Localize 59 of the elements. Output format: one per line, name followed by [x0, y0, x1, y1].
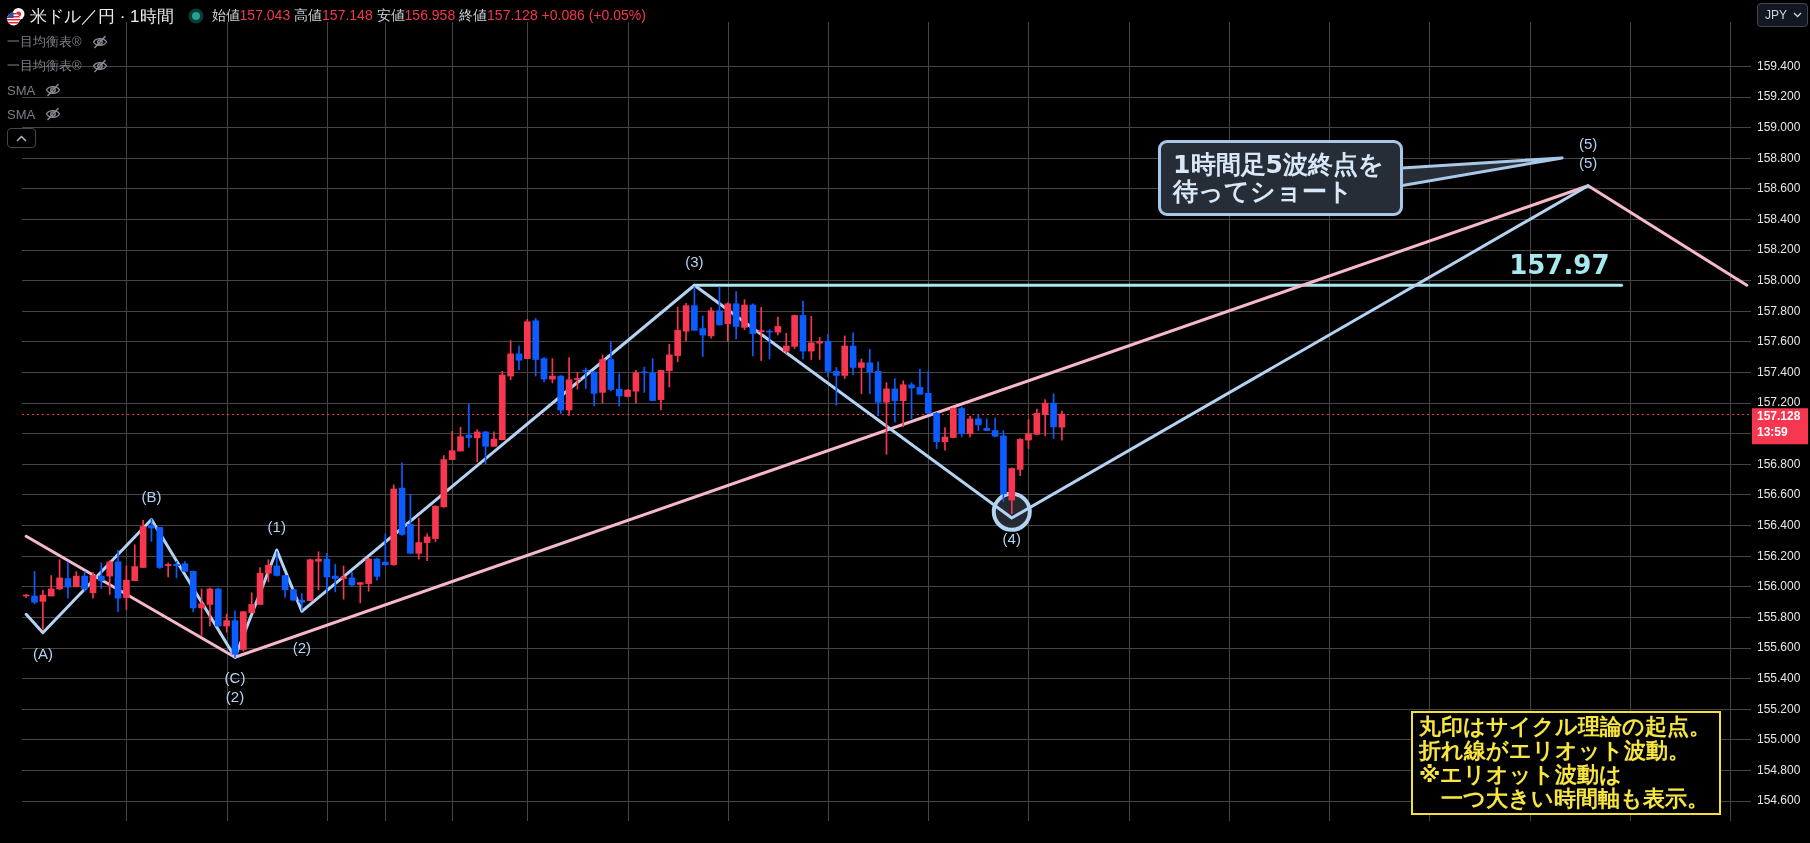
y-tick-label: 155.600 — [1757, 640, 1801, 655]
annotation: ※エリオット波動は — [1419, 762, 1624, 787]
callout-bubble: 1時間足5波終点を待ってショート — [1158, 139, 1404, 216]
ref-line-label: 157.128 13:59 — [1757, 409, 1801, 440]
candlestick — [866, 349, 874, 394]
y-tick-label: 155.800 — [1757, 609, 1801, 624]
dropdown-button: JPY — [1757, 3, 1808, 27]
annotation: (A) — [32, 644, 53, 662]
candlestick — [298, 593, 306, 611]
annotation: (4) — [1002, 530, 1021, 548]
series-label: 157.97 — [1509, 250, 1610, 281]
y-tick-label: 159.200 — [1757, 89, 1801, 104]
y-tick-label: 155.400 — [1757, 670, 1801, 685]
annotation: SMA — [7, 106, 36, 122]
y-tick-label: 156.200 — [1757, 548, 1801, 563]
annotation: (1) — [267, 518, 286, 536]
y-tick-label: 157.600 — [1757, 334, 1801, 349]
annotation: 折れ線がエリオット波動。 — [1419, 738, 1691, 763]
candlestick — [465, 403, 473, 448]
y-tick-label: 157.200 — [1757, 395, 1801, 410]
chart-subtitle: 始値157.043 高値157.148 安値156.958 終値157.128 +0.086 (+0.05%) — [211, 7, 646, 23]
y-tick-label: 157.800 — [1757, 303, 1801, 318]
y-tick-label: 156.800 — [1757, 456, 1801, 471]
candlestick — [473, 429, 481, 463]
annotation: 一つ大きい時間軸も表示。 — [1440, 786, 1710, 811]
y-tick-label: 154.800 — [1757, 762, 1801, 777]
annotation: (B) — [141, 487, 162, 505]
annotation: (2) — [292, 639, 311, 657]
y-tick-label: 158.600 — [1757, 181, 1801, 196]
annotation: 1時間足5波終点を待ってショート — [1173, 149, 1385, 206]
annotation: 一目均衡表® — [7, 33, 82, 51]
candlestick — [582, 367, 590, 389]
y-tick-label: 159.000 — [1757, 119, 1801, 134]
annotation: (5) — [1578, 153, 1598, 171]
chart-title: 米ドル／円 · 1時間 — [30, 5, 174, 28]
y-tick-label: 156.600 — [1757, 487, 1801, 502]
y-tick-label: 154.600 — [1757, 793, 1801, 808]
annotation: (3) — [685, 253, 704, 271]
y-tick-label: 158.800 — [1757, 150, 1801, 165]
y-tick-label: 156.000 — [1757, 579, 1801, 594]
annotation: SMA — [7, 82, 36, 98]
y-tick-label: 157.400 — [1757, 364, 1801, 379]
candlestick — [39, 590, 47, 630]
y-tick-label: 156.400 — [1757, 517, 1801, 532]
candlestick — [757, 307, 765, 361]
candlestick — [331, 564, 339, 593]
annotation: (C) — [224, 669, 246, 687]
candlestick — [615, 373, 623, 407]
annotation: (2) — [225, 688, 245, 706]
y-tick-label: 158.400 — [1757, 211, 1801, 226]
y-tick-label: 155.000 — [1757, 732, 1801, 747]
annotation: 一目均衡表® — [7, 57, 82, 75]
y-tick-label: 158.000 — [1757, 272, 1801, 287]
candlestick — [164, 562, 172, 578]
annotation: (5) — [1578, 134, 1598, 152]
y-tick-label: 158.200 — [1757, 242, 1801, 257]
y-tick-label: 155.200 — [1757, 701, 1801, 716]
y-tick-label: 159.400 — [1757, 58, 1801, 73]
annotation: 丸印はサイクル理論の起点。 — [1419, 714, 1711, 739]
